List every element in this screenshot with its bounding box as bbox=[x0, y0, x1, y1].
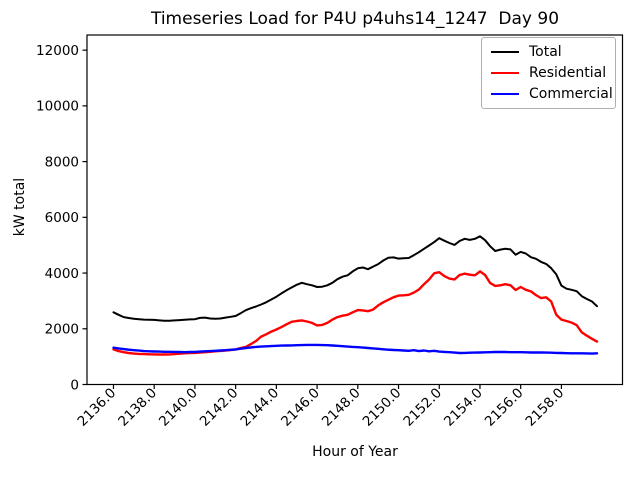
x-tick-label: 2138.0 bbox=[115, 385, 160, 430]
x-tick-label: 2154.0 bbox=[441, 385, 486, 430]
series-line-total bbox=[112, 235, 598, 322]
x-axis-label: Hour of Year bbox=[312, 444, 398, 460]
y-tick-label: 2000 bbox=[45, 322, 79, 338]
legend: Total Residential Commercial bbox=[481, 37, 616, 109]
y-tick-label: 4000 bbox=[45, 266, 79, 282]
legend-item-residential: Residential bbox=[491, 63, 606, 83]
legend-item-commercial: Commercial bbox=[491, 84, 613, 104]
x-axis-ticks: 2136.02138.02140.02142.02144.02146.02148… bbox=[75, 384, 568, 430]
series-line-residential bbox=[112, 270, 599, 356]
x-tick-label: 2148.0 bbox=[319, 385, 364, 430]
legend-item-total: Total bbox=[491, 42, 606, 62]
x-tick-label: 2144.0 bbox=[237, 385, 282, 430]
series-line-commercial bbox=[112, 343, 599, 355]
x-tick-label: 2158.0 bbox=[523, 385, 568, 430]
chart-title: Timeseries Load for P4U p4uhs14_1247 Day… bbox=[150, 9, 560, 29]
legend-label-residential: Residential bbox=[529, 64, 607, 81]
x-tick-label: 2142.0 bbox=[197, 385, 242, 430]
y-tick-label: 8000 bbox=[45, 154, 79, 170]
y-axis-ticks: 0 2000 4000 6000 8000 10000 12000 bbox=[36, 43, 87, 393]
y-tick-label: 10000 bbox=[36, 99, 79, 115]
x-tick-label: 2150.0 bbox=[360, 385, 405, 430]
y-tick-label: 6000 bbox=[45, 210, 79, 226]
x-tick-label: 2140.0 bbox=[156, 385, 201, 430]
legend-line-swatch-commercial bbox=[491, 92, 519, 95]
x-tick-label: 2152.0 bbox=[400, 385, 445, 430]
x-tick-label: 2146.0 bbox=[278, 385, 323, 430]
x-tick-label: 2156.0 bbox=[482, 385, 527, 430]
x-tick-label: 2136.0 bbox=[75, 385, 120, 430]
legend-label-total: Total bbox=[529, 44, 562, 61]
y-tick-label: 12000 bbox=[36, 43, 79, 59]
legend-label-commercial: Commercial bbox=[529, 85, 613, 102]
legend-line-swatch-total bbox=[491, 51, 519, 54]
y-tick-label: 0 bbox=[70, 377, 79, 393]
legend-line-swatch-residential bbox=[491, 71, 519, 74]
axes-frame bbox=[86, 34, 624, 386]
